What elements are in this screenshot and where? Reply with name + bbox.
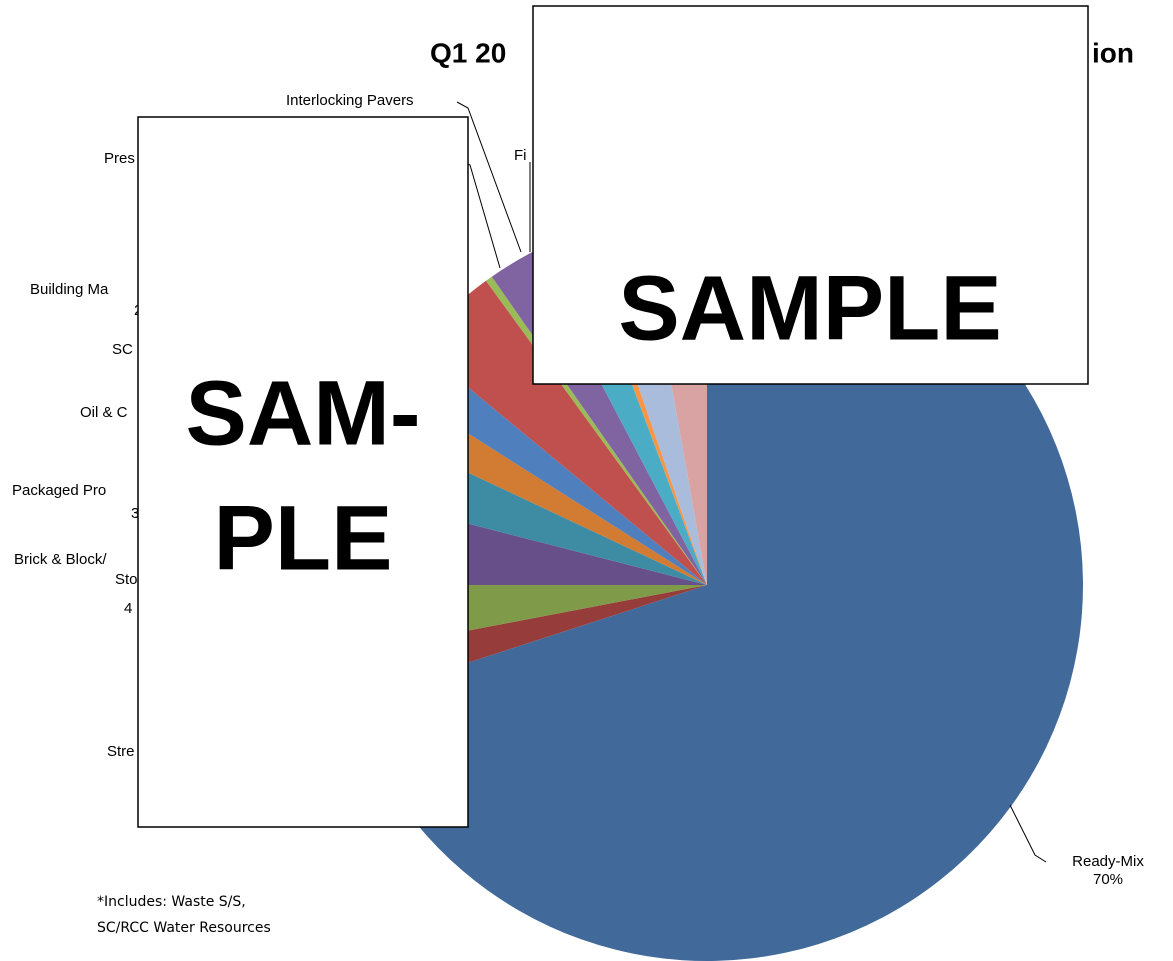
slice-label: Oil & C — [80, 404, 128, 421]
slice-label: SC — [112, 341, 133, 358]
sample-box — [137, 116, 469, 828]
slice-label: Interlocking Pavers — [286, 92, 414, 109]
chart-title: ion — [1092, 37, 1134, 68]
sample-box — [532, 5, 1089, 385]
sample-text: SAMPLE — [618, 257, 1001, 359]
leader-line — [456, 101, 522, 253]
pie-slice — [349, 209, 1084, 961]
slice-label: Ready-Mix — [1072, 853, 1144, 870]
value-label: 3 — [131, 505, 139, 522]
slice-label: Stre — [107, 743, 135, 760]
pie-slice — [417, 280, 707, 585]
value-label: 4 — [124, 600, 132, 617]
sample-text: SAM- — [185, 362, 420, 464]
slice-label: Packaged Pro — [12, 482, 106, 499]
chart-title: Q1 20 — [430, 37, 506, 68]
slice-label: Pres — [104, 150, 135, 167]
leader-line — [1009, 804, 1047, 863]
slice-label: Brick & Block/ — [14, 551, 107, 568]
footnote: SC/RCC Water Resources — [97, 920, 271, 936]
pie-slice — [389, 345, 707, 585]
slice-label: Fi — [514, 147, 527, 164]
footnote: *Includes: Waste S/S, — [97, 894, 246, 910]
value-label: 70% — [1093, 871, 1123, 888]
slice-label: Sto — [115, 571, 138, 588]
sample-text: PLE — [214, 487, 393, 589]
slice-label: Building Ma — [30, 281, 109, 298]
